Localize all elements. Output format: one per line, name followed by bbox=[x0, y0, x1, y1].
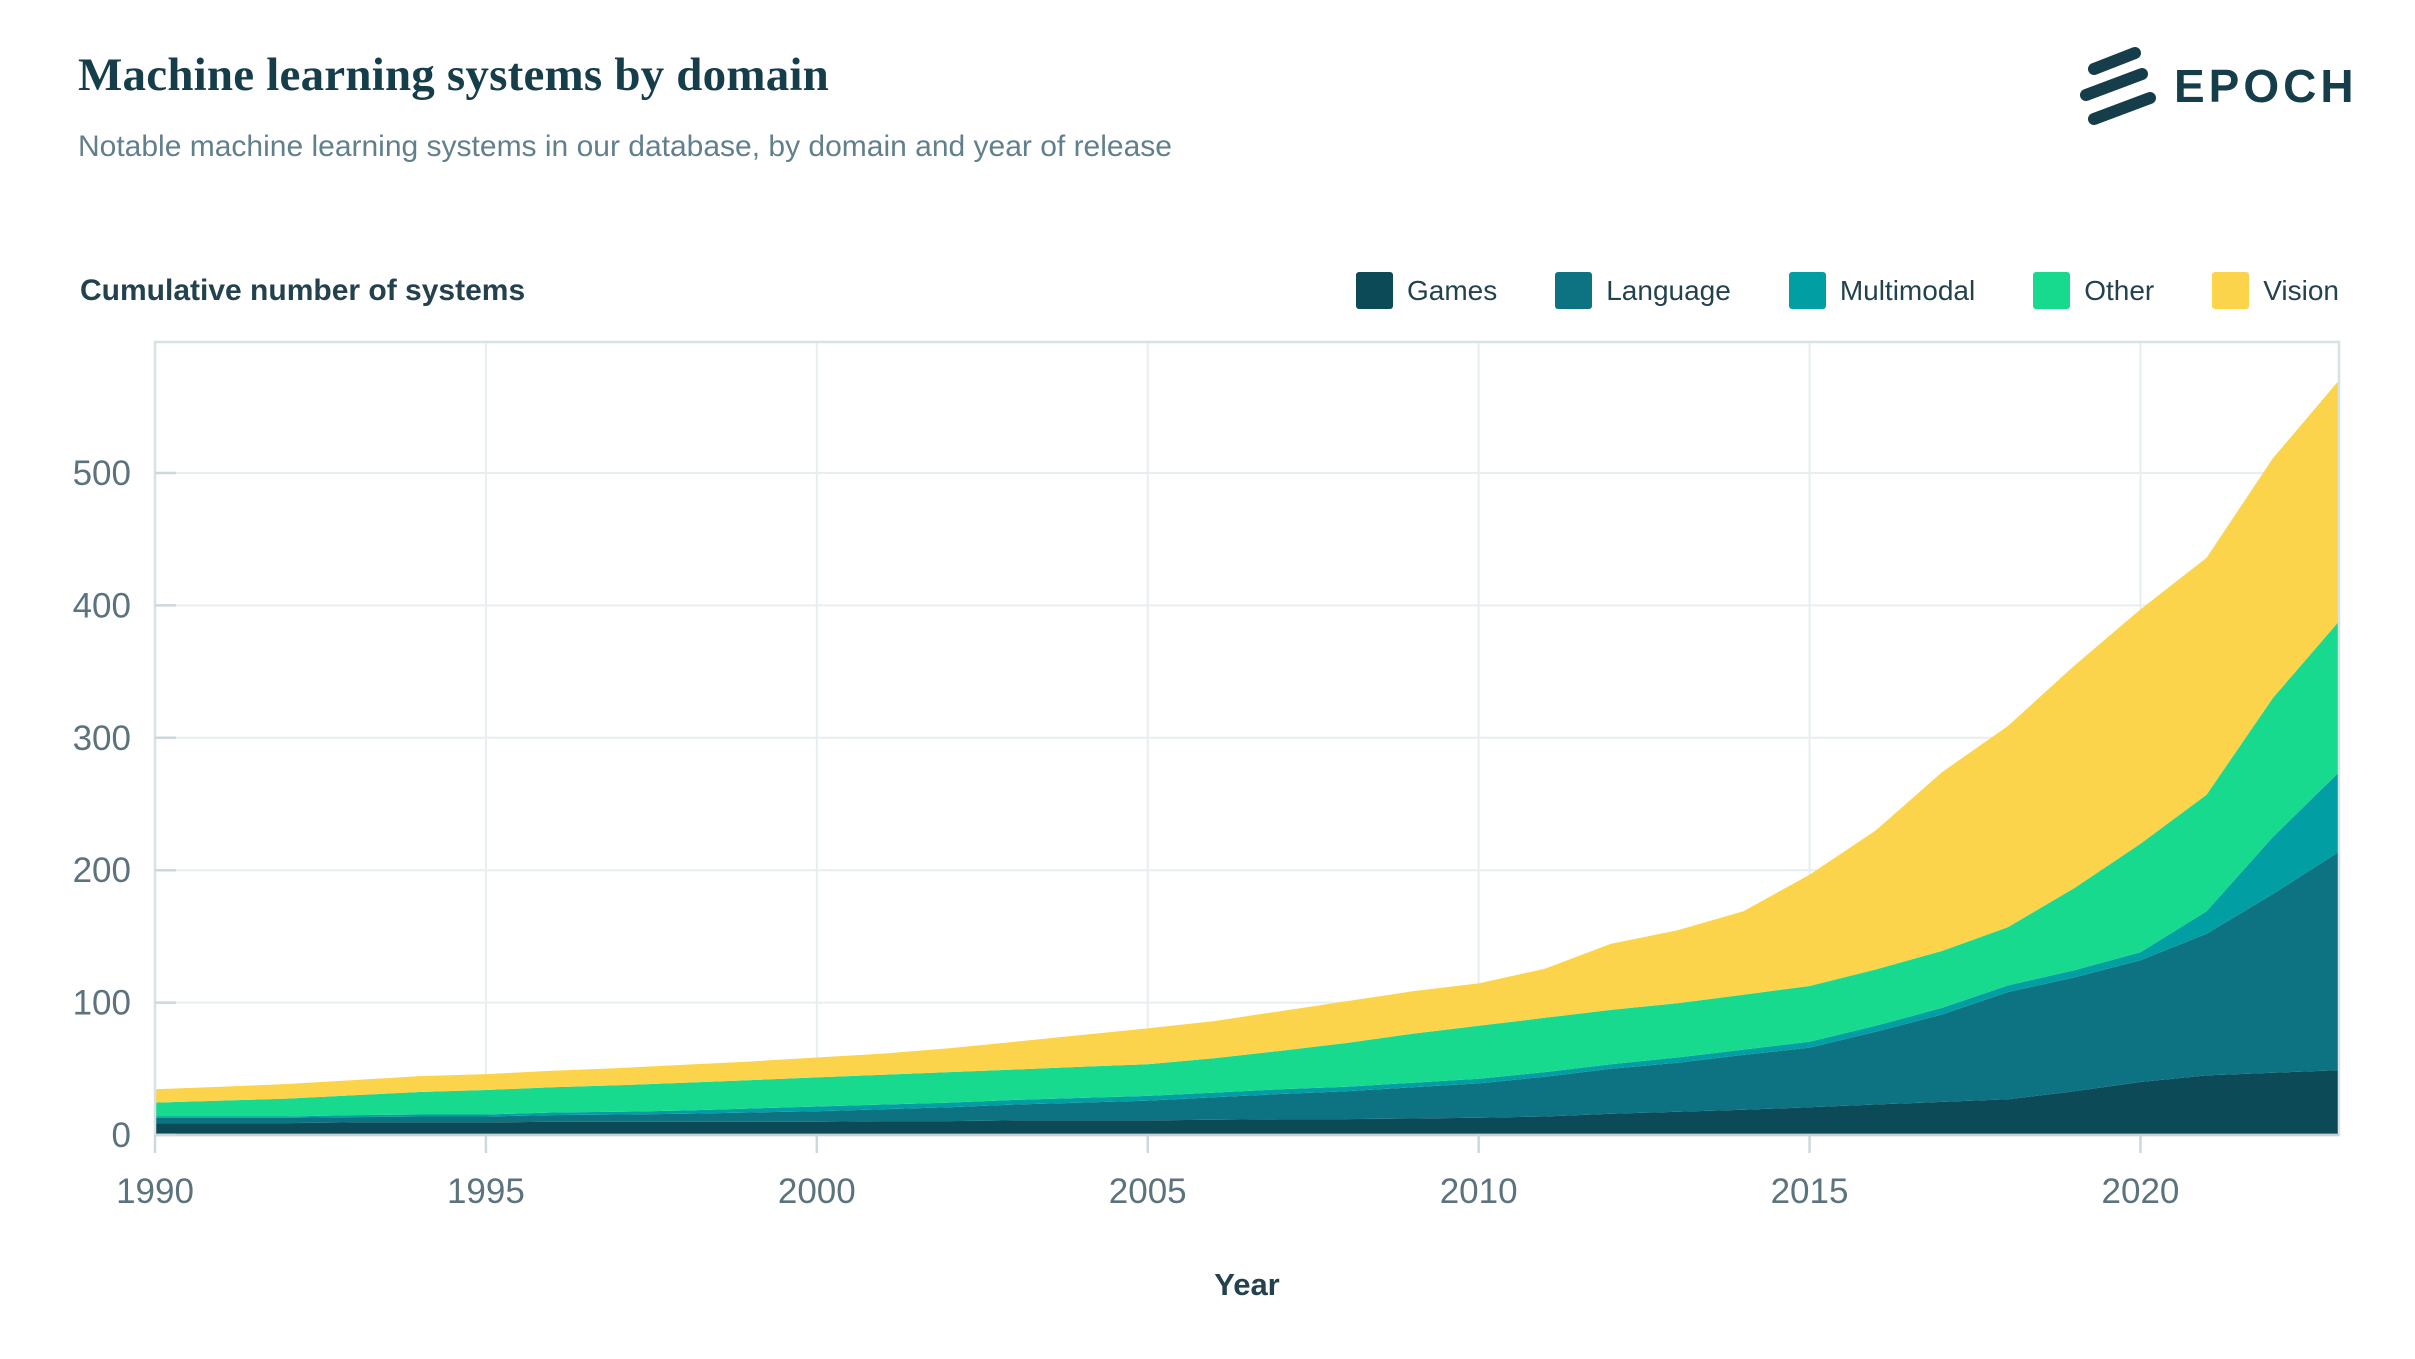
x-tick-label-2015: 2015 bbox=[1771, 1172, 1849, 1211]
x-tick-label-2010: 2010 bbox=[1440, 1172, 1518, 1211]
legend-item-multimodal[interactable]: Multimodal bbox=[1788, 272, 1976, 309]
axes: 0 100 200 300 400 500 1990 1995 2000 2005 2010 2015… bbox=[73, 454, 2180, 1211]
epoch-logo: EPOCH bbox=[2080, 47, 2358, 125]
y-tick-label-0: 0 bbox=[112, 1116, 131, 1155]
legend-item-other[interactable]: Other bbox=[2033, 272, 2154, 309]
legend-label: Other bbox=[2084, 274, 2155, 306]
y-tick-label-400: 400 bbox=[73, 586, 131, 625]
legend-item-vision[interactable]: Vision bbox=[2212, 272, 2339, 309]
legend: Games Language Multimodal Other Vision bbox=[1355, 272, 2339, 309]
series-area-other[interactable] bbox=[155, 621, 2339, 1117]
x-tick-label-1990: 1990 bbox=[116, 1172, 194, 1211]
legend-item-games[interactable]: Games bbox=[1355, 272, 1498, 309]
legend-swatch-games bbox=[1355, 272, 1393, 309]
x-tick-label-1995: 1995 bbox=[447, 1172, 525, 1211]
epoch-logo-text: EPOCH bbox=[2174, 60, 2358, 112]
x-tick-label-2005: 2005 bbox=[1109, 1172, 1187, 1211]
series-area-vision[interactable] bbox=[155, 380, 2339, 1103]
legend-label: Vision bbox=[2263, 274, 2339, 306]
x-tick-label-2020: 2020 bbox=[2102, 1172, 2180, 1211]
page-title: Machine learning systems by domain bbox=[78, 49, 829, 101]
legend-label: Games bbox=[1406, 274, 1498, 306]
legend-label: Language bbox=[1606, 274, 1731, 306]
legend-item-language[interactable]: Language bbox=[1555, 272, 1731, 309]
legend-label: Multimodal bbox=[1839, 274, 1976, 306]
y-axis-header: Cumulative number of systems bbox=[80, 274, 526, 307]
plot-area[interactable] bbox=[155, 380, 2339, 1135]
series-area-language[interactable] bbox=[155, 851, 2339, 1124]
epoch-logo-mark bbox=[2080, 47, 2156, 125]
y-tick-label-200: 200 bbox=[73, 851, 131, 890]
series-area-games[interactable] bbox=[155, 1070, 2339, 1135]
legend-swatch-other bbox=[2033, 272, 2071, 309]
legend-swatch-multimodal bbox=[1788, 272, 1826, 309]
x-axis-title: Year bbox=[1214, 1267, 1280, 1302]
legend-swatch-language bbox=[1555, 272, 1593, 309]
page-subtitle: Notable machine learning systems in our … bbox=[78, 130, 1172, 163]
x-tick-label-2000: 2000 bbox=[778, 1172, 856, 1211]
y-tick-label-300: 300 bbox=[73, 719, 131, 758]
y-tick-label-100: 100 bbox=[73, 984, 131, 1023]
y-tick-label-500: 500 bbox=[73, 454, 131, 493]
legend-swatch-vision bbox=[2212, 272, 2250, 309]
